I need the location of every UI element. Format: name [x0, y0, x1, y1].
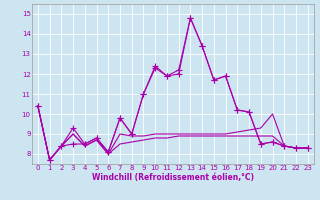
- X-axis label: Windchill (Refroidissement éolien,°C): Windchill (Refroidissement éolien,°C): [92, 173, 254, 182]
